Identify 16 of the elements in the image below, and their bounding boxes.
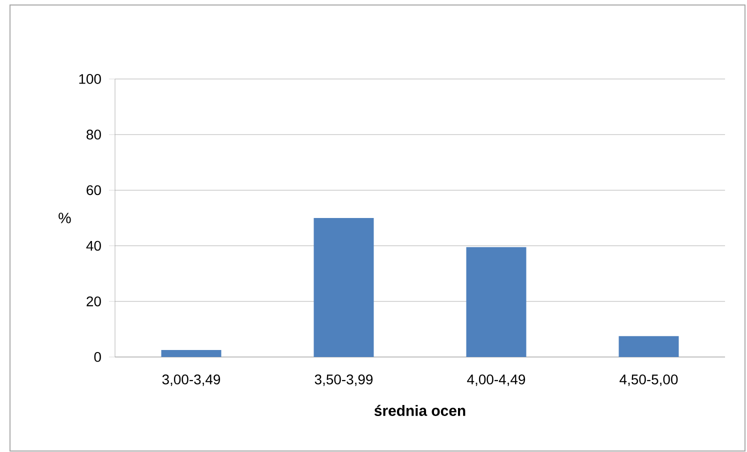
y-tick-label: 0 bbox=[94, 352, 101, 362]
bar bbox=[618, 336, 679, 357]
y-tick-label: 40 bbox=[86, 240, 101, 251]
bar bbox=[314, 218, 374, 357]
bar bbox=[161, 350, 222, 357]
x-tick-label: 3,00-3,49 bbox=[162, 374, 220, 386]
y-axis-title: % bbox=[58, 212, 71, 224]
y-tick-label: 60 bbox=[86, 185, 101, 196]
y-tick-label: 20 bbox=[86, 296, 101, 306]
y-tick-label: 100 bbox=[79, 74, 101, 84]
x-axis-title: średnia ocen bbox=[374, 404, 466, 416]
y-tick-label: 80 bbox=[86, 130, 101, 140]
x-tick-label: 4,00-4,49 bbox=[467, 374, 526, 386]
x-tick-label: 3,50-3,99 bbox=[314, 374, 373, 386]
x-tick-label: 4,50-5,00 bbox=[620, 374, 678, 386]
bar bbox=[466, 247, 526, 357]
